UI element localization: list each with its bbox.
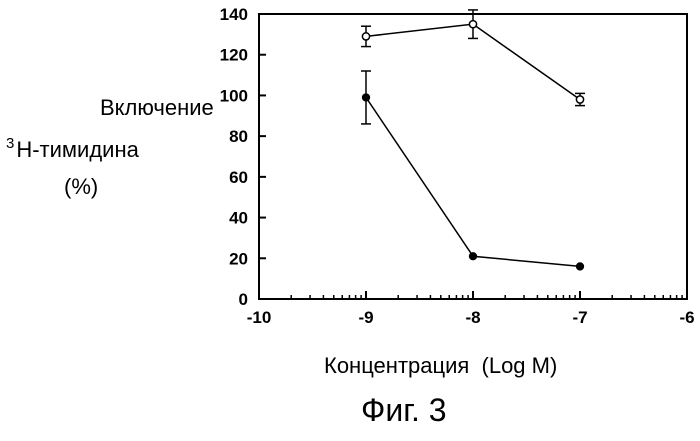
series-2-point	[468, 252, 478, 261]
x-tick-label: -8	[465, 308, 480, 327]
figure-caption: Фиг. 3	[361, 392, 447, 428]
y-tick-label: 20	[229, 249, 248, 268]
y-tick-label: 0	[239, 290, 248, 309]
series-1-point	[468, 19, 478, 29]
y-axis-label-line1: Включение	[100, 95, 214, 120]
y-tick-label: 100	[220, 86, 248, 105]
x-tick-label: -9	[358, 308, 373, 327]
y-tick-label: 140	[220, 5, 248, 24]
y-tick-label: 40	[229, 209, 248, 228]
series-2-point	[575, 262, 585, 271]
y-axis-label-line3: (%)	[64, 174, 99, 199]
series-2-point	[361, 93, 371, 102]
x-tick-label: -7	[572, 308, 587, 327]
y-tick-label: 120	[220, 46, 248, 65]
x-axis-label: Концентрация (Log M)	[324, 353, 558, 378]
y-axis-label-line2: 3Н-тимидина	[6, 136, 139, 161]
series-2-line	[365, 97, 581, 268]
y-axis-label-text: Н-тимидина	[16, 137, 139, 162]
y-tick-label: 60	[229, 168, 248, 187]
x-tick-label: -10	[247, 308, 272, 327]
x-tick-label: -6	[679, 308, 694, 327]
series-1-point	[361, 32, 371, 41]
series-1-point	[575, 95, 585, 104]
y-axis-label-superscript: 3	[6, 135, 15, 152]
y-tick-label: 80	[229, 127, 248, 146]
